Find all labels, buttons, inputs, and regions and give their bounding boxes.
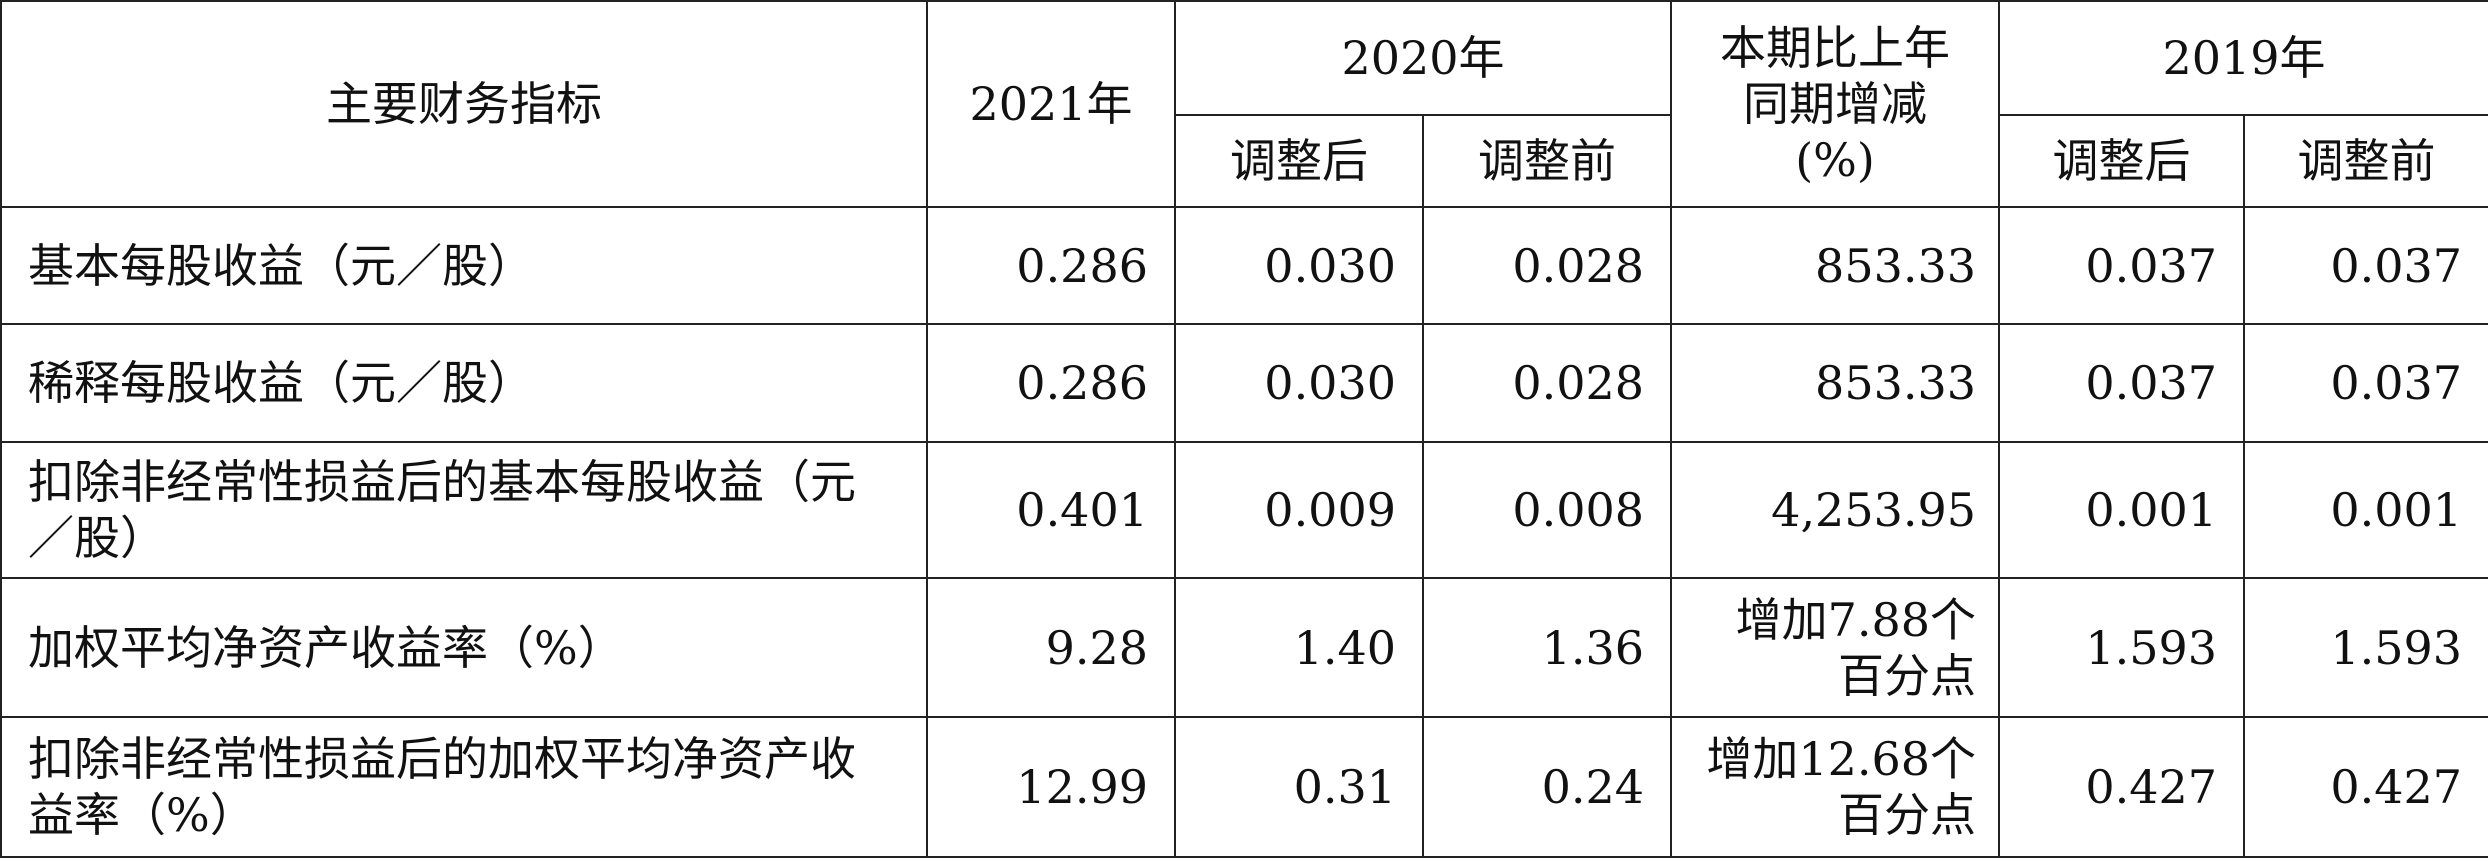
header-cell: 调整前: [1421, 114, 1673, 208]
value-cell: 9.28: [926, 577, 1176, 718]
table-row: 基本每股收益（元／股） 0.286 0.030 0.028 853.33 0.037 0.0…: [0, 206, 2488, 325]
header-cell: 2019年: [1998, 0, 2488, 116]
value-cell: 0.286: [926, 206, 1176, 325]
value-cell: 0.037: [2243, 206, 2488, 325]
value-cell: 0.31: [1174, 716, 1424, 858]
value-cell: 1.593: [1998, 577, 2246, 718]
header-line: 同期增减: [1743, 77, 1928, 131]
header-cell: 主要财务指标: [0, 0, 928, 208]
value-cell: 1.36: [1421, 577, 1673, 718]
value-cell: 0.030: [1174, 323, 1424, 443]
value-cell: 0.401: [926, 441, 1176, 579]
table-row: 加权平均净资产收益率（%） 9.28 1.40 1.36 增加7.88个百分点 1.593…: [0, 577, 2488, 718]
header-line: 本期比上年: [1720, 21, 1951, 75]
value-cell: 0.427: [2243, 716, 2488, 858]
row-label: 扣除非经常性损益后的基本每股收益（元／股）: [0, 441, 928, 579]
value-cell: 0.427: [1998, 716, 2246, 858]
value-cell: 853.33: [1670, 206, 2001, 325]
table-row: 扣除非经常性损益后的加权平均净资产收益率（%） 12.99 0.31 0.24 增加12…: [0, 716, 2488, 858]
table-row: 稀释每股收益（元／股） 0.286 0.030 0.028 853.33 0.037 0.0…: [0, 323, 2488, 443]
value-cell: 0.028: [1421, 323, 1673, 443]
value-cell: 1.40: [1174, 577, 1424, 718]
value-cell: 0.030: [1174, 206, 1424, 325]
row-label: 基本每股收益（元／股）: [0, 206, 928, 325]
row-label: 扣除非经常性损益后的加权平均净资产收益率（%）: [0, 716, 928, 858]
value-cell: 增加12.68个百分点: [1670, 716, 2001, 858]
header-cell: 调整后: [1998, 114, 2246, 208]
value-cell: 1.593: [2243, 577, 2488, 718]
value-cell: 0.037: [1998, 206, 2246, 325]
header-cell: 2020年: [1173, 0, 1673, 116]
value-cell: 0.028: [1421, 206, 1673, 325]
value-cell: 0.037: [2243, 323, 2488, 443]
value-cell: 增加7.88个百分点: [1670, 577, 2001, 718]
header-line: (%): [1795, 133, 1875, 187]
value-cell: 4,253.95: [1670, 441, 2001, 579]
header-cell: 调整前: [2243, 114, 2488, 208]
value-cell: 0.008: [1421, 441, 1673, 579]
value-cell: 0.286: [926, 323, 1176, 443]
header-cell: 调整后: [1174, 114, 1424, 208]
value-cell: 12.99: [926, 716, 1176, 858]
value-cell: 0.037: [1998, 323, 2246, 443]
value-cell: 0.009: [1174, 441, 1424, 579]
row-label: 稀释每股收益（元／股）: [0, 323, 928, 443]
value-cell: 853.33: [1670, 323, 2001, 443]
value-cell: 0.001: [2243, 441, 2488, 579]
value-cell: 0.001: [1998, 441, 2246, 579]
value-cell: 0.24: [1421, 716, 1673, 858]
table-row: 扣除非经常性损益后的基本每股收益（元／股） 0.401 0.009 0.008 4,25…: [0, 441, 2488, 579]
row-label: 加权平均净资产收益率（%）: [0, 577, 928, 718]
header-cell: 2021年: [926, 0, 1176, 208]
header-cell: 本期比上年 同期增减 (%): [1670, 0, 2001, 208]
